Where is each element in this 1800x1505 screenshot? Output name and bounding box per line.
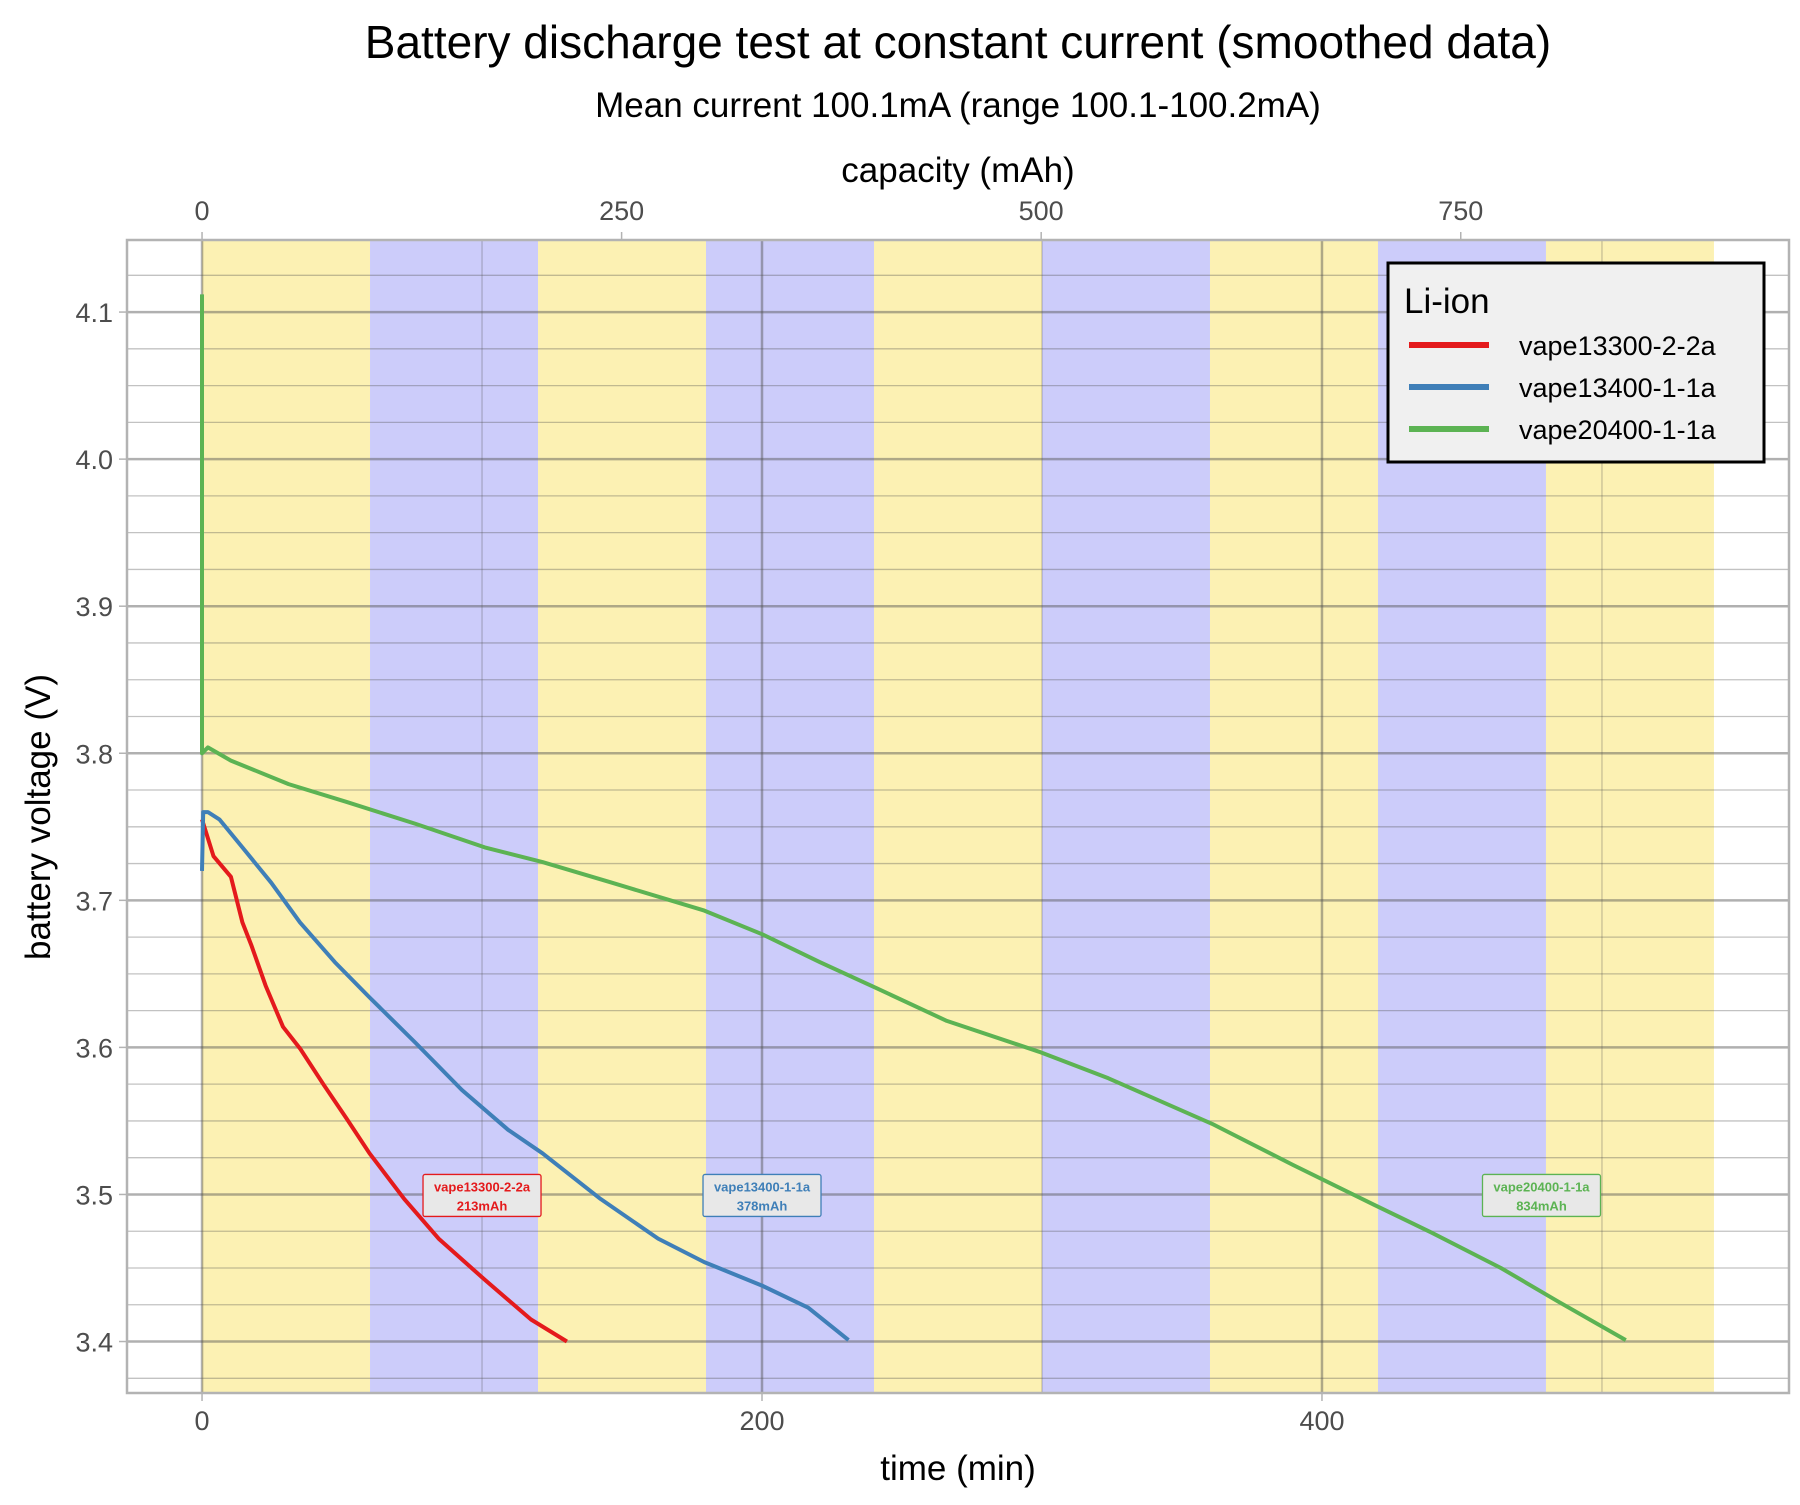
- chart-subtitle: Mean current 100.1mA (range 100.1-100.2m…: [595, 86, 1321, 125]
- background-band: [874, 240, 1042, 1393]
- y-tick-label: 4.0: [75, 445, 113, 475]
- series-end-label: vape20400-1-1a 834mAh: [1481, 1173, 1602, 1218]
- series-end-label: vape13400-1-1a 378mAh: [702, 1173, 822, 1218]
- x-tick-label: 0: [195, 1406, 210, 1436]
- background-band: [1209, 240, 1378, 1393]
- series-line-vape13300-2-2a: [200, 818, 568, 1344]
- legend-label: vape13400-1-1a: [1519, 373, 1717, 403]
- gridlines: [127, 240, 1789, 1393]
- top-tick-label: 250: [599, 196, 644, 226]
- legend-label: vape13300-2-2a: [1519, 331, 1717, 361]
- label-box: [1481, 1173, 1602, 1218]
- top-tick-label: 750: [1438, 196, 1483, 226]
- background-bands: [202, 240, 1714, 1393]
- top-tick-label: 0: [195, 196, 210, 226]
- x-axis-title: time (min): [880, 1449, 1036, 1488]
- y-tick-label: 3.6: [75, 1033, 113, 1063]
- legend-title: Li-ion: [1404, 282, 1490, 321]
- series-line-vape13400-1-1a: [200, 810, 850, 1342]
- series-line-vape20400-1-1a: [200, 294, 1627, 1342]
- background-band: [1041, 240, 1210, 1393]
- label-box: [702, 1173, 822, 1218]
- label-capacity: 213mAh: [457, 1198, 508, 1213]
- y-tick-label: 3.4: [75, 1328, 113, 1358]
- series-end-labels: vape13300-2-2a 213mAh vape13400-1-1a 378mAh…: [422, 1173, 1602, 1218]
- label-name: vape13400-1-1a: [714, 1179, 811, 1194]
- y-tick-label: 4.1: [75, 298, 113, 328]
- series-end-label: vape13300-2-2a 213mAh: [422, 1173, 542, 1218]
- y-tick-label: 3.7: [75, 886, 113, 916]
- label-capacity: 378mAh: [737, 1198, 788, 1213]
- legend-label: vape20400-1-1a: [1519, 415, 1717, 445]
- label-capacity: 834mAh: [1516, 1198, 1567, 1213]
- top-tick-label: 500: [1019, 196, 1064, 226]
- axes: 3.4 3.5 3.6 3.7 3.8 3.9 4.0 4.1 0 200 400 0 250 500 75…: [75, 196, 1791, 1436]
- top-axis-title: capacity (mAh): [841, 151, 1074, 190]
- panel-border: [125, 238, 1791, 1395]
- label-name: vape13300-2-2a: [434, 1179, 531, 1194]
- y-tick-label: 3.9: [75, 592, 113, 622]
- background-band: [538, 240, 707, 1393]
- y-tick-label: 3.8: [75, 739, 113, 769]
- chart-title: Battery discharge test at constant curre…: [365, 16, 1551, 68]
- background-band: [202, 240, 371, 1393]
- legend: Li-ion vape13300-2-2a vape13400-1-1a vape20…: [1386, 261, 1766, 464]
- x-tick-label: 400: [1299, 1406, 1344, 1436]
- label-name: vape20400-1-1a: [1493, 1179, 1590, 1194]
- y-axis-title: battery voltage (V): [19, 674, 58, 960]
- label-box: [422, 1173, 542, 1218]
- series-lines: [200, 294, 1627, 1344]
- x-tick-label: 200: [739, 1406, 784, 1436]
- y-tick-label: 3.5: [75, 1180, 113, 1210]
- background-band: [706, 240, 875, 1393]
